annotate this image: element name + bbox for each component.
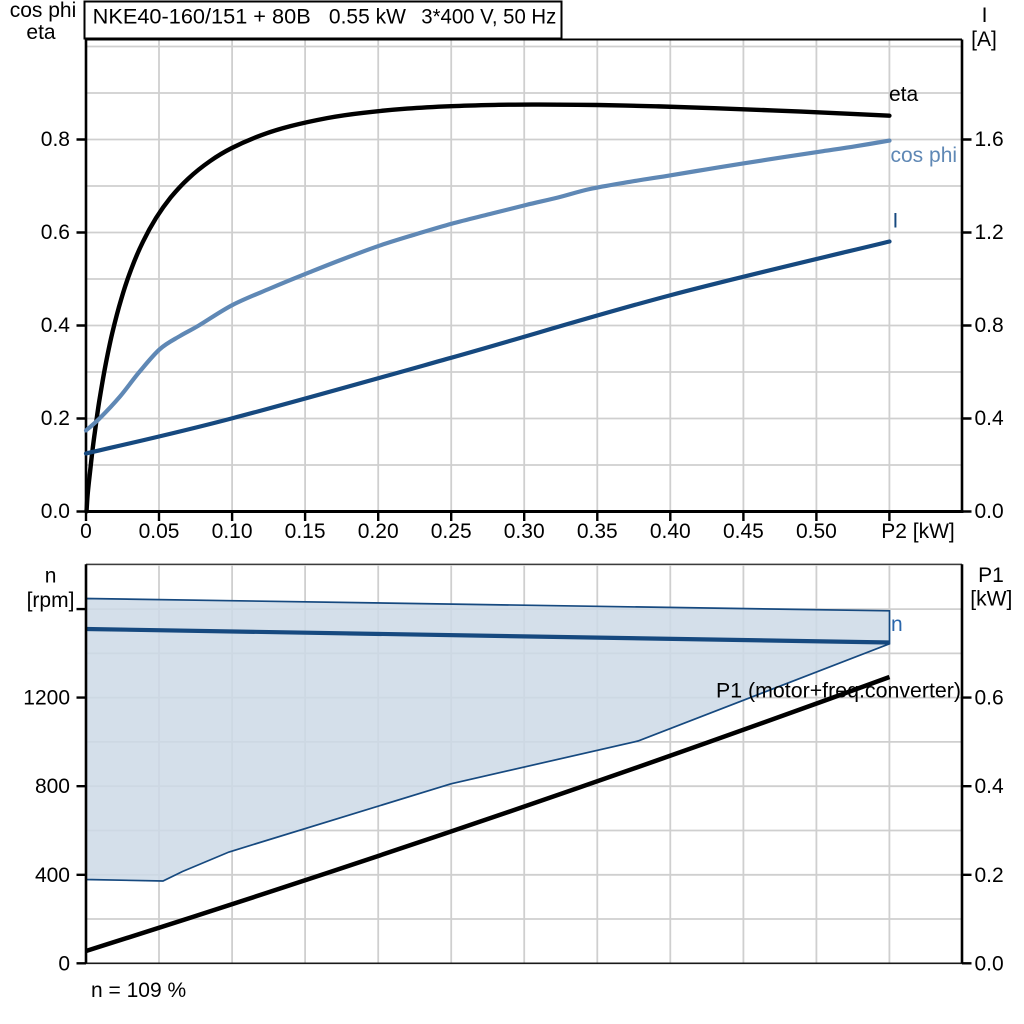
svg-text:0.6: 0.6 [975,687,1004,710]
svg-text:0.8: 0.8 [41,128,70,151]
svg-text:0.15: 0.15 [285,520,326,543]
svg-text:0.4: 0.4 [41,314,71,337]
svg-text:0.40: 0.40 [650,520,691,543]
svg-text:eta: eta [26,21,56,44]
svg-text:0.4: 0.4 [975,407,1005,430]
svg-text:0.05: 0.05 [139,520,180,543]
svg-text:1200: 1200 [23,687,70,710]
svg-text:0.4: 0.4 [975,775,1005,798]
svg-text:0.2: 0.2 [41,407,70,430]
svg-text:cos phi: cos phi [891,144,958,167]
svg-text:0.10: 0.10 [212,520,253,543]
svg-text:3*400 V, 50 Hz: 3*400 V, 50 Hz [421,5,556,29]
svg-text:P1: P1 [978,564,1004,587]
svg-text:800: 800 [35,775,70,798]
svg-text:0.35: 0.35 [577,520,618,543]
svg-text:I: I [893,210,899,233]
svg-text:cos phi: cos phi [10,0,77,22]
svg-text:0.25: 0.25 [431,520,472,543]
svg-text:[A]: [A] [971,28,997,51]
svg-text:1.6: 1.6 [975,128,1004,151]
svg-text:P1 (motor+freq.converter): P1 (motor+freq.converter) [716,679,961,702]
svg-text:0.45: 0.45 [723,520,764,543]
svg-text:n: n [45,564,57,587]
svg-text:n: n [891,613,903,636]
svg-text:400: 400 [35,864,70,887]
svg-text:n = 109 %: n = 109 % [91,979,186,1002]
svg-text:[kW]: [kW] [970,588,1012,611]
svg-text:[rpm]: [rpm] [27,589,75,612]
svg-text:0: 0 [58,952,70,975]
svg-text:P2 [kW]: P2 [kW] [881,520,955,543]
svg-text:NKE40-160/151 + 80B: NKE40-160/151 + 80B [93,5,311,29]
svg-text:0.8: 0.8 [975,314,1004,337]
svg-text:0.0: 0.0 [41,500,70,523]
svg-text:0.0: 0.0 [975,500,1004,523]
svg-text:0.20: 0.20 [358,520,399,543]
svg-text:0.0: 0.0 [975,952,1004,975]
svg-text:1.2: 1.2 [975,221,1004,244]
svg-text:eta: eta [889,83,919,106]
svg-text:0.30: 0.30 [504,520,545,543]
svg-text:0.50: 0.50 [796,520,837,543]
svg-text:0.2: 0.2 [975,864,1004,887]
svg-text:0: 0 [80,520,92,543]
svg-text:0.55 kW: 0.55 kW [329,5,407,29]
svg-text:I: I [982,4,988,27]
svg-text:0.6: 0.6 [41,221,70,244]
